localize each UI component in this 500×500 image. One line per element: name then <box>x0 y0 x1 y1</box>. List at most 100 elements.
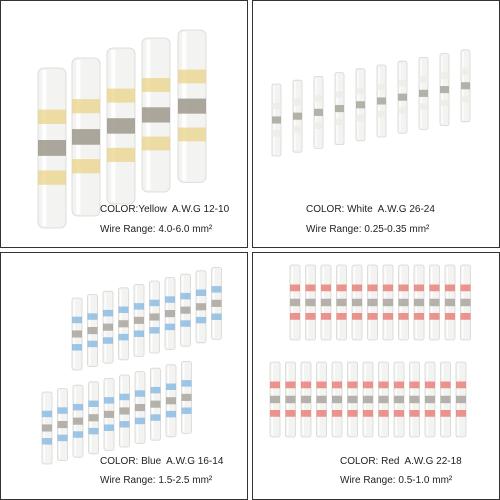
wire-range: Wire Range: 0.5-1.0 mm² <box>340 475 453 486</box>
color-label: COLOR: Blue A.W.G 16-14 <box>100 456 224 467</box>
solder-ring <box>456 395 466 404</box>
seal-ring <box>211 313 222 320</box>
seal-ring <box>398 79 407 87</box>
seal-ring <box>150 386 161 394</box>
seal-ring <box>456 410 466 417</box>
seal-ring <box>335 118 344 126</box>
solder-ring <box>72 330 82 338</box>
solder-ring <box>134 316 144 324</box>
seal-ring <box>440 381 451 389</box>
seal-ring <box>293 98 302 106</box>
seal-ring <box>356 87 365 94</box>
solder-ring <box>166 397 176 405</box>
seal-ring <box>461 95 470 103</box>
solder-ring <box>42 424 52 432</box>
solder-ring <box>398 93 407 101</box>
seal-ring <box>419 103 428 110</box>
solder-ring <box>103 323 113 331</box>
solder-ring <box>165 310 175 318</box>
solder-ring <box>347 395 358 404</box>
solder-ring <box>38 140 66 156</box>
seal-ring <box>107 147 135 162</box>
seal-ring <box>414 284 424 292</box>
seal-ring <box>149 299 160 307</box>
seal-ring <box>363 410 373 417</box>
seal-ring <box>135 390 145 397</box>
solder-ring <box>440 86 449 94</box>
solder-ring <box>73 417 83 425</box>
seal-ring <box>314 122 323 129</box>
seal-ring <box>332 410 342 417</box>
wire-range: Wire Range: 0.25-0.35 mm² <box>306 224 430 235</box>
solder-ring <box>425 395 435 404</box>
seal-ring <box>440 72 449 79</box>
seal-ring <box>398 107 407 114</box>
solder-ring <box>409 395 420 404</box>
solder-ring <box>118 320 129 328</box>
solder-ring <box>180 306 191 314</box>
seal-ring <box>73 403 83 411</box>
solder-ring <box>285 395 296 404</box>
solder-ring <box>429 298 440 307</box>
solder-ring <box>142 107 170 123</box>
solder-ring <box>460 298 471 307</box>
seal-ring <box>394 381 404 389</box>
seal-ring <box>377 111 386 118</box>
seal-ring <box>429 284 440 292</box>
seal-ring <box>142 136 170 151</box>
seal-ring <box>87 340 98 348</box>
seal-ring <box>181 407 192 414</box>
seal-ring <box>181 380 192 387</box>
wire-range: Wire Range: 4.0-6.0 mm² <box>100 224 213 235</box>
seal-ring <box>461 68 470 75</box>
seal-ring <box>347 381 358 389</box>
seal-ring <box>429 313 440 320</box>
solder-ring <box>314 108 323 116</box>
seal-ring <box>456 381 466 389</box>
seal-ring <box>104 424 114 431</box>
solder-ring <box>461 82 470 90</box>
color-label: COLOR: Red A.W.G 22-18 <box>340 456 462 467</box>
seal-ring <box>352 284 362 292</box>
seal-ring <box>335 91 344 98</box>
solder-ring <box>398 298 409 307</box>
solder-ring <box>196 303 206 311</box>
seal-ring <box>398 284 409 292</box>
seal-ring <box>383 284 393 292</box>
seal-ring <box>166 410 176 418</box>
seal-ring <box>460 284 471 292</box>
solder-ring <box>445 298 455 307</box>
seal-ring <box>103 337 113 344</box>
solder-ring <box>336 298 347 307</box>
seal-ring <box>272 102 281 110</box>
seal-ring <box>57 407 68 414</box>
seal-ring <box>293 126 302 133</box>
seal-ring <box>378 410 389 417</box>
seal-ring <box>178 127 206 142</box>
seal-ring <box>88 400 99 407</box>
seal-ring <box>150 414 161 421</box>
seal-ring <box>270 410 280 417</box>
seal-ring <box>316 381 327 389</box>
solder-ring <box>88 414 99 422</box>
seal-ring <box>196 289 206 296</box>
seal-ring <box>425 381 435 389</box>
solder-ring <box>363 395 373 404</box>
seal-ring <box>119 393 130 401</box>
seal-ring <box>73 431 83 438</box>
seal-ring <box>367 284 378 292</box>
seal-ring <box>107 88 135 103</box>
seal-ring <box>88 427 99 435</box>
seal-ring <box>118 333 129 341</box>
seal-ring <box>118 306 129 313</box>
solder-ring <box>150 400 161 408</box>
solder-ring <box>419 89 428 97</box>
seal-ring <box>314 95 323 102</box>
solder-ring <box>181 393 192 401</box>
seal-ring <box>270 381 280 389</box>
seal-ring <box>180 292 191 300</box>
solder-ring <box>107 118 135 134</box>
seal-ring <box>356 114 365 122</box>
solder-ring <box>383 298 393 307</box>
